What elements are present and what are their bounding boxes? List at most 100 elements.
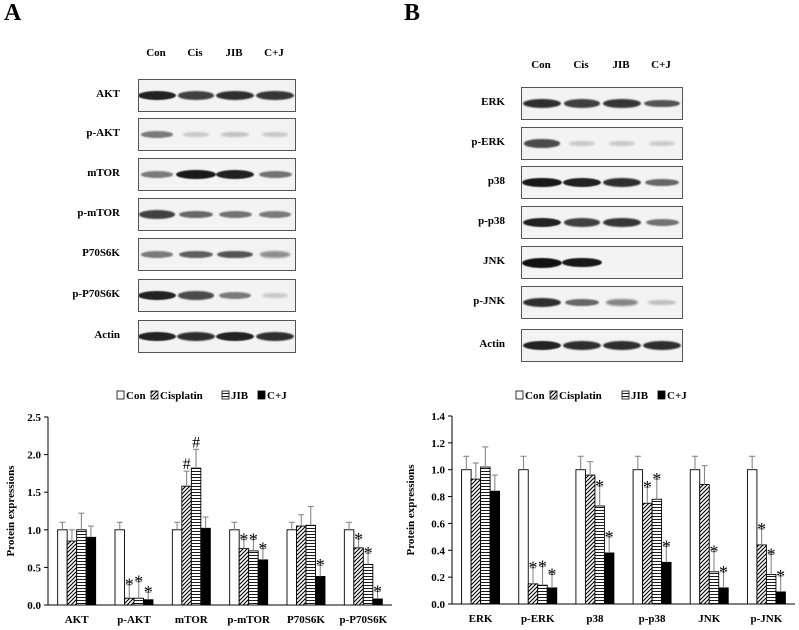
protein-band (179, 210, 213, 219)
bar (343, 529, 355, 606)
blot-row-label: p-p38 (478, 214, 505, 227)
significance-marker: * (529, 558, 538, 578)
bar (546, 587, 558, 605)
x-tick-label: p38 (586, 613, 604, 625)
protein-band (182, 132, 210, 137)
bar (296, 525, 307, 606)
blot-row-label: Actin (479, 337, 505, 350)
significance-marker: * (605, 527, 614, 547)
protein-band (563, 218, 601, 227)
bar (603, 552, 615, 605)
blot-strip (138, 320, 296, 353)
bar (133, 597, 144, 606)
legend-swatch (116, 390, 125, 400)
protein-band (140, 131, 174, 138)
legend-swatch (621, 390, 630, 400)
y-axis-label: Protein expressions (5, 465, 17, 557)
protein-band (522, 177, 562, 188)
protein-band (522, 340, 562, 351)
lane-header-b-3: C+J (651, 59, 671, 71)
y-tick-label: 0.0 (431, 599, 445, 611)
protein-band (256, 331, 294, 342)
blot-row-label: P70S6K (82, 246, 120, 259)
blot-strip (521, 246, 683, 279)
blot-strip (138, 118, 296, 151)
blot-row-label: Actin (94, 328, 120, 341)
significance-marker: * (354, 529, 363, 549)
bar (489, 490, 501, 605)
panel-letter-b: B (404, 0, 421, 26)
protein-band (139, 90, 177, 101)
protein-band (258, 211, 292, 218)
protein-band (221, 132, 249, 137)
protein-band (177, 331, 215, 342)
y-tick-label: 1.0 (431, 465, 445, 477)
bar (651, 498, 663, 605)
protein-band (524, 139, 560, 148)
blot-strip (521, 127, 683, 160)
bar-chart-a: Con Cisplatin JIB C+J 0.0 0.5 1.0 1.5 2.0 2.5 Prot… (5, 390, 392, 626)
lane-header-a-3: C+J (264, 47, 284, 59)
lane-header-a-2: JIB (225, 47, 243, 59)
protein-band (218, 292, 252, 299)
bar (699, 484, 710, 605)
lane-header-b-1: Cis (573, 59, 589, 71)
protein-band (139, 210, 176, 219)
legend-swatch (150, 390, 159, 400)
protein-band (645, 178, 679, 187)
bar (718, 587, 729, 605)
protein-band (606, 299, 638, 306)
legend-swatch (549, 390, 558, 400)
y-tick-label: 1.5 (27, 487, 41, 499)
y-tick-label: 0.4 (431, 545, 445, 557)
x-tick-label: p-p38 (639, 613, 666, 625)
blot-strip (521, 286, 683, 319)
protein-band (139, 331, 177, 342)
blot-strip (521, 166, 683, 199)
protein-band (603, 340, 641, 351)
bar (584, 474, 596, 605)
legend-swatch (221, 390, 230, 400)
blot-strip (521, 87, 683, 120)
blot-strip (138, 79, 296, 112)
bar (765, 574, 777, 605)
protein-band (258, 171, 292, 178)
legend-label: JIB (631, 390, 649, 402)
bar (238, 548, 250, 606)
significance-marker: * (134, 572, 143, 592)
blot-strip (138, 158, 296, 191)
bar (480, 466, 491, 605)
protein-band (261, 293, 289, 298)
bar (518, 469, 529, 605)
protein-band (523, 297, 561, 308)
significance-marker: * (316, 555, 325, 575)
bar (661, 561, 672, 605)
significance-marker: * (373, 581, 382, 601)
bar (190, 467, 202, 606)
lane-header-a-1: Cis (187, 47, 203, 59)
protein-band (256, 91, 294, 100)
bar (76, 529, 87, 606)
legend-swatch (515, 390, 524, 400)
bar (756, 544, 767, 605)
protein-band (603, 99, 641, 108)
significance-marker: * (652, 469, 661, 489)
significance-marker: # (192, 434, 200, 451)
y-tick-label: 2.0 (27, 450, 41, 462)
chart-legend: Con Cisplatin JIB C+J (116, 390, 287, 402)
significance-marker: * (662, 536, 671, 556)
bar (171, 529, 183, 606)
significance-marker: * (249, 530, 258, 550)
x-tick-label: p-JNK (751, 613, 783, 625)
blot-strip (138, 279, 296, 312)
bar (353, 547, 364, 606)
legend-label: C+J (667, 390, 687, 402)
y-tick-label: 1.4 (431, 411, 445, 423)
bar (372, 598, 383, 606)
bar (689, 469, 701, 605)
significance-marker: * (643, 477, 652, 497)
bar (575, 469, 586, 605)
legend-label: C+J (267, 390, 287, 402)
significance-marker: * (595, 476, 604, 496)
protein-band (217, 250, 253, 259)
